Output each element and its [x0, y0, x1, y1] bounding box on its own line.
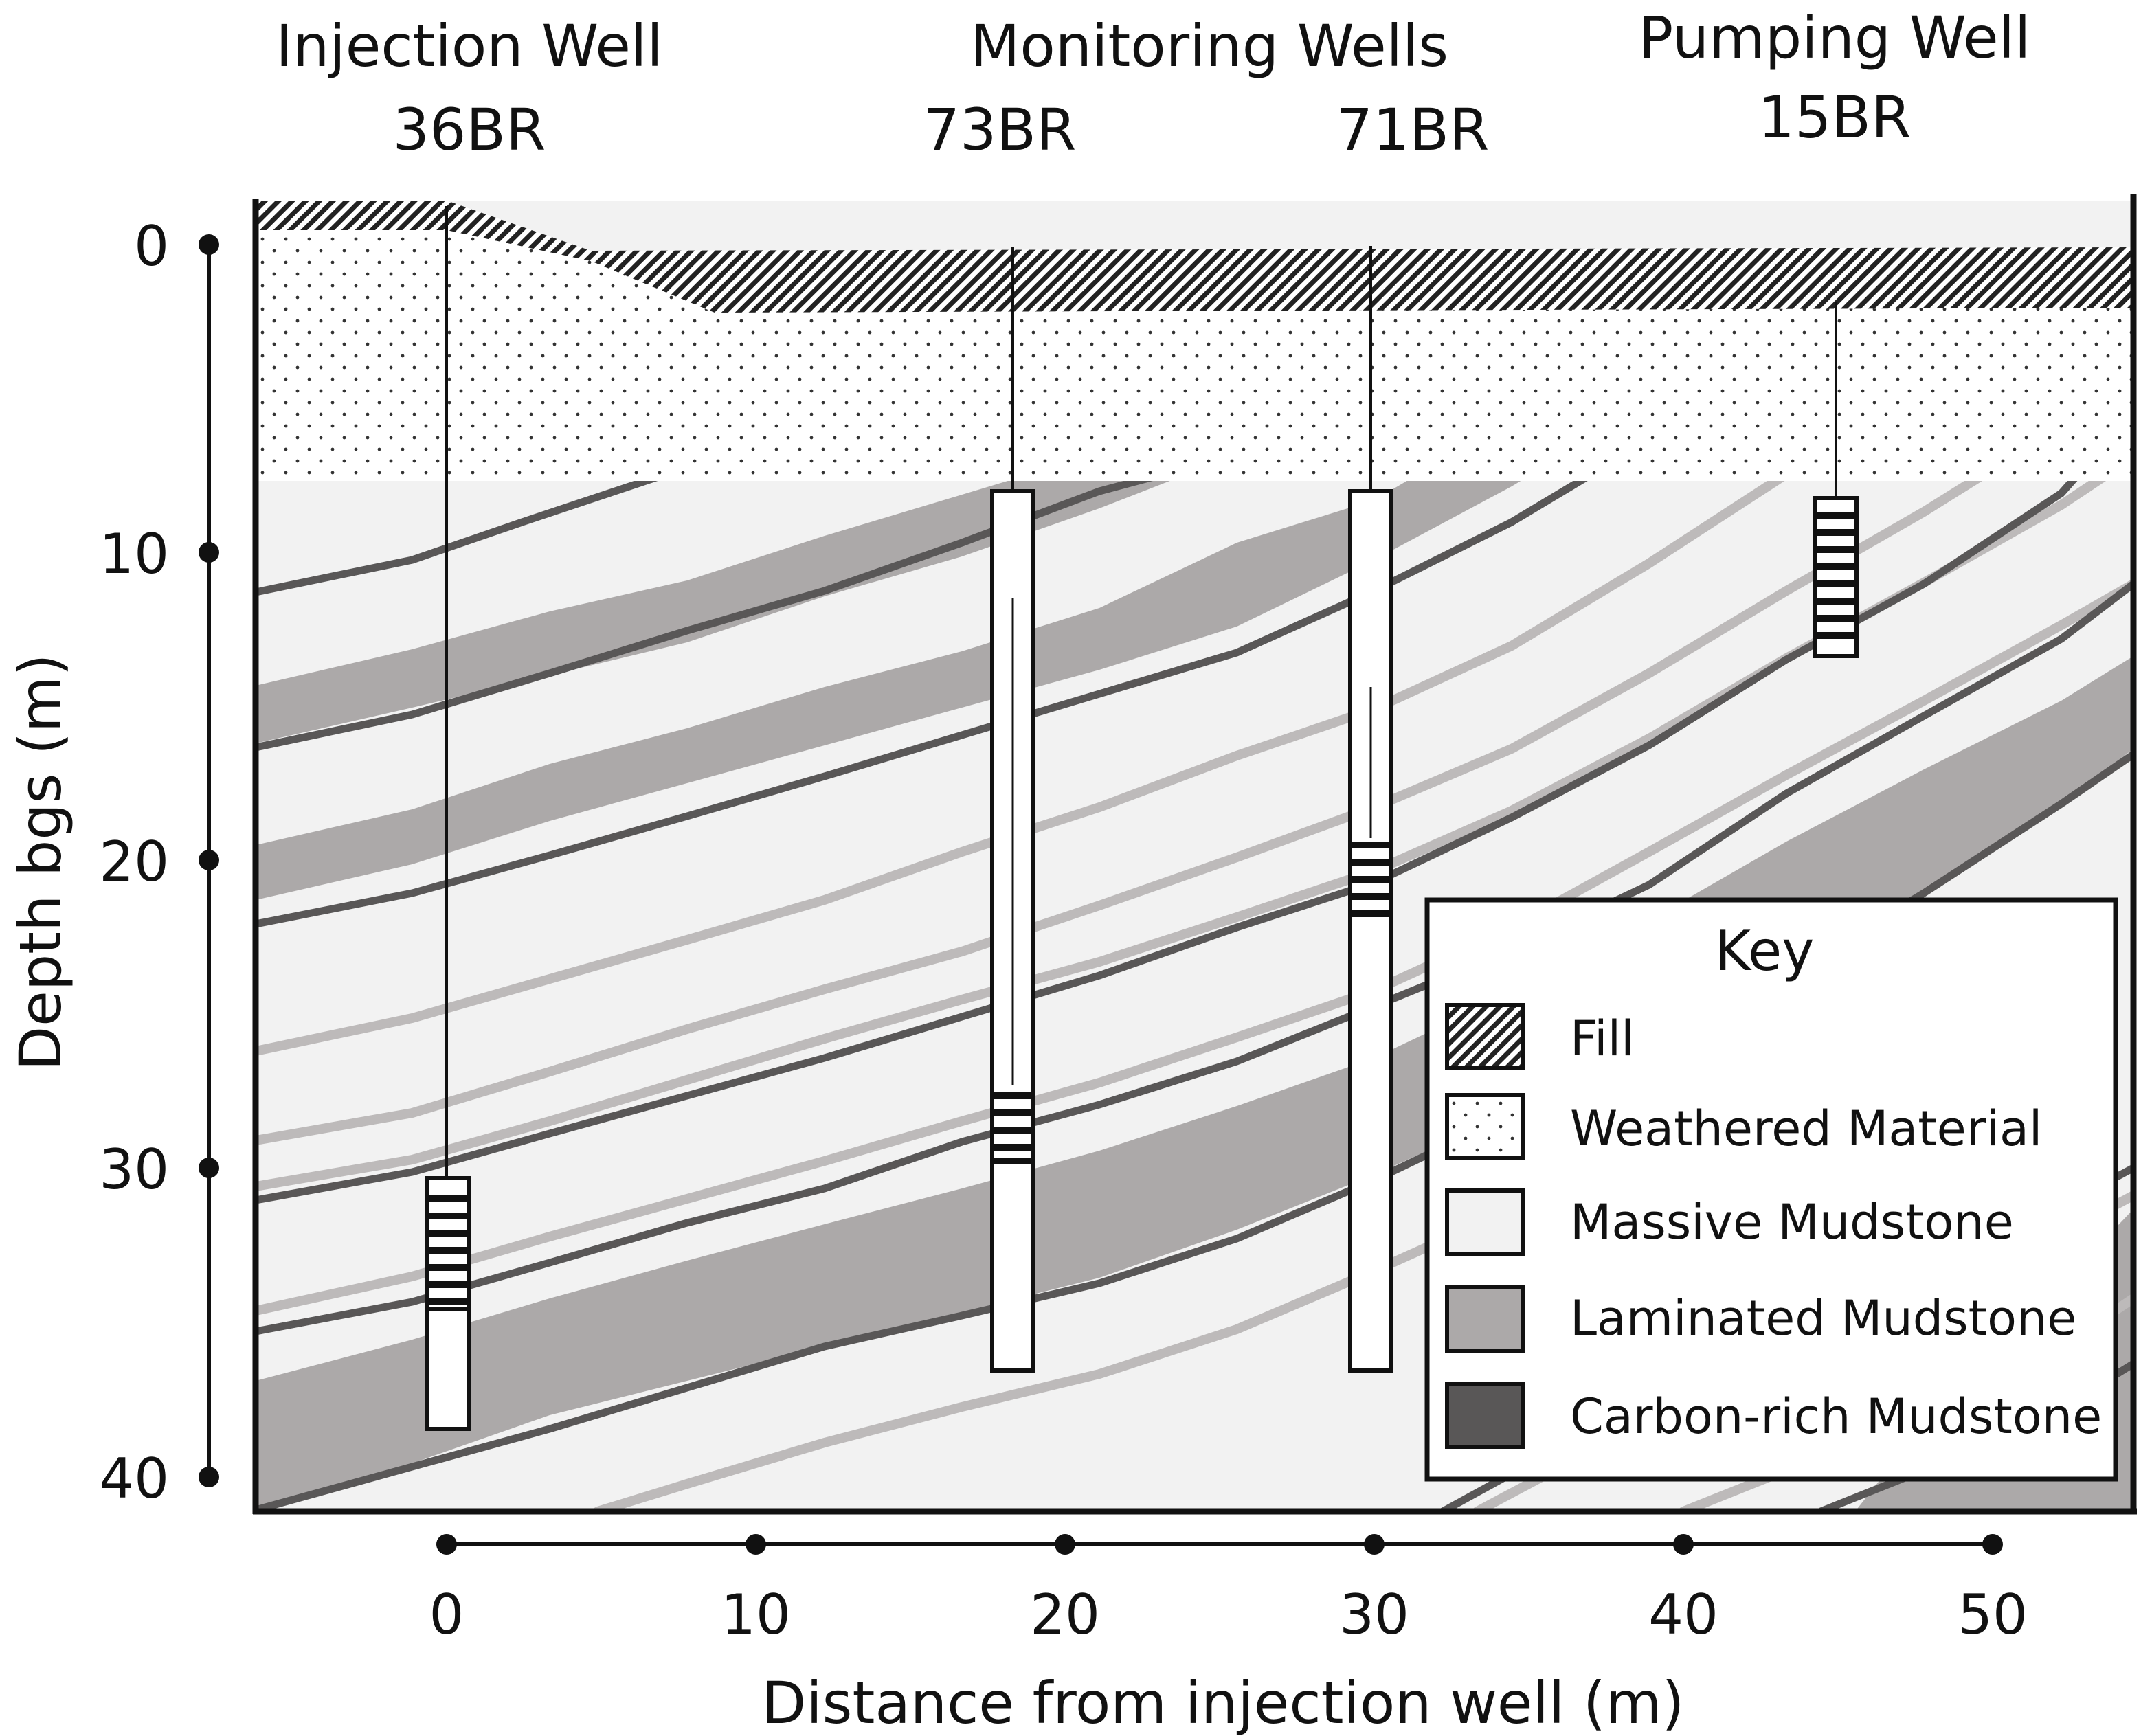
legend-title: Key	[1714, 919, 1814, 983]
well-36br	[425, 206, 471, 1431]
legend-label-carbon: Carbon-rich Mudstone	[1570, 1388, 2102, 1445]
legend-label-fill: Fill	[1570, 1011, 1635, 1067]
x-tick-dot	[1673, 1534, 1694, 1555]
well-screen	[992, 1092, 1033, 1164]
x-tick-dot	[1364, 1534, 1385, 1555]
x-tick-label: 50	[1958, 1583, 2028, 1647]
x-axis-title: Distance from injection well (m)	[762, 1669, 1685, 1736]
fill-layer	[256, 201, 2133, 313]
well-71br	[1348, 246, 1393, 1373]
legend-swatch-carbon	[1445, 1382, 1525, 1449]
pumping-well-id: 15BR	[1758, 84, 1912, 151]
x-tick-label: 30	[1339, 1583, 1409, 1647]
legend: Key Fill Weathered Material Massive Muds…	[1424, 897, 2118, 1482]
legend-label-weathered: Weathered Material	[1570, 1101, 2042, 1157]
y-tick-label: 20	[99, 830, 169, 894]
y-axis: 0 10 20 30 40 Depth bgs (m)	[7, 214, 219, 1511]
x-tick-dot	[436, 1534, 457, 1555]
monitoring-well-73br-id: 73BR	[923, 96, 1077, 164]
x-tick-label: 10	[721, 1583, 791, 1647]
x-tick-label: 0	[429, 1583, 464, 1647]
y-tick-dot	[199, 1467, 219, 1487]
monitoring-wells-title: Monitoring Wells	[970, 12, 1448, 80]
well-casing	[1813, 496, 1859, 658]
y-tick-label: 10	[99, 522, 169, 586]
legend-swatch-fill	[1445, 1003, 1525, 1070]
y-tick-dot	[199, 1158, 219, 1178]
injection-well-title: Injection Well	[276, 12, 662, 80]
x-tick-dot	[746, 1534, 766, 1555]
section-frame	[252, 194, 2137, 1515]
laminated-mudstone-band	[256, 292, 1855, 900]
y-axis-title: Depth bgs (m)	[7, 653, 74, 1070]
well-73br	[990, 247, 1035, 1373]
well-casing	[1348, 489, 1393, 1373]
legend-swatch-weathered	[1445, 1093, 1525, 1160]
x-axis: 0 10 20 30 40 50 Distance from injection…	[429, 1534, 2028, 1736]
y-tick-dot	[199, 850, 219, 870]
y-tick-dot	[199, 542, 219, 563]
y-tick-label: 0	[134, 214, 169, 278]
monitoring-well-71br-id: 71BR	[1336, 96, 1490, 164]
well-15br	[1813, 302, 1859, 658]
legend-box	[1424, 897, 2118, 1482]
laminated-mudstone-band	[256, 656, 2133, 1511]
legend-swatch-massive	[1445, 1188, 1525, 1256]
pumping-well-title: Pumping Well	[1639, 4, 2031, 71]
x-tick-dot	[1982, 1534, 2003, 1555]
well-screen	[1815, 512, 1857, 639]
legend-swatch-laminated	[1445, 1285, 1525, 1353]
injection-well-id: 36BR	[393, 96, 546, 164]
y-tick-dot	[199, 234, 219, 255]
x-tick-dot	[1055, 1534, 1075, 1555]
well-screen	[1350, 842, 1391, 917]
y-tick-label: 30	[99, 1138, 169, 1202]
y-tick-label: 40	[99, 1447, 169, 1511]
well-screen	[425, 1176, 471, 1311]
legend-label-massive: Massive Mudstone	[1570, 1194, 2014, 1250]
x-tick-label: 20	[1030, 1583, 1100, 1647]
legend-label-laminated: Laminated Mudstone	[1570, 1290, 2076, 1346]
geologic-section	[256, 201, 2133, 1511]
x-tick-label: 40	[1648, 1583, 1718, 1647]
